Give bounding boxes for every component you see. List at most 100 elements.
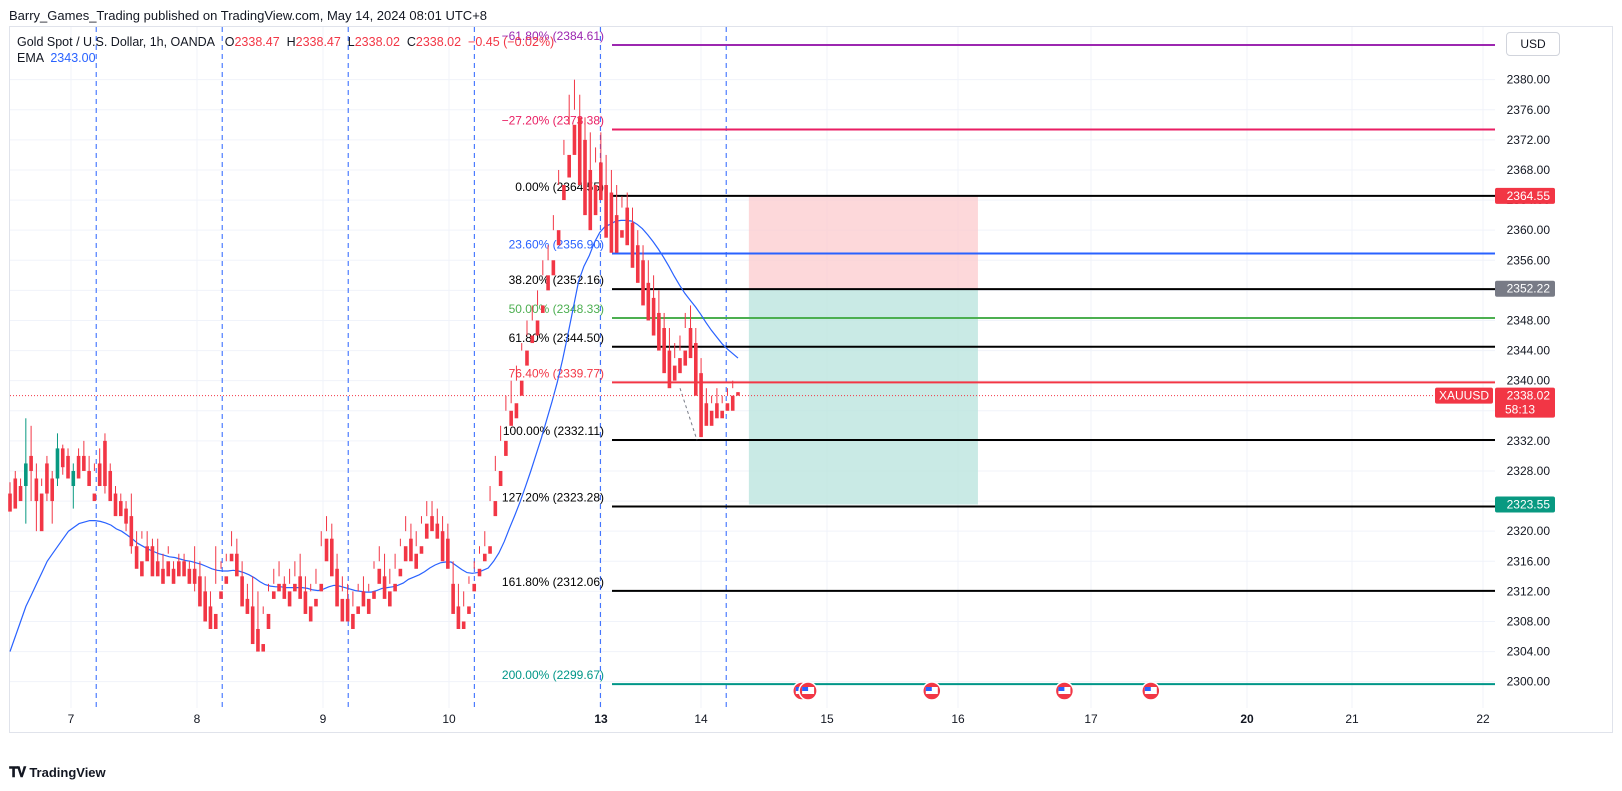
candle-body [572,124,577,155]
candle-body [250,606,255,645]
price-tick-label: 2372.00 [1507,133,1551,147]
time-tick-label: 22 [1476,712,1490,726]
candle-body [672,365,677,381]
price-label-box [1495,496,1555,513]
candle-body [372,591,376,599]
candle-body [504,440,508,456]
candle-body [414,553,419,569]
candle-body [103,440,107,487]
candle-body [87,470,91,487]
fib-level-label: 200.00% (2299.67) [502,668,604,682]
candle-body [361,591,366,607]
price-label-box [1495,187,1555,204]
fib-level-label: 38.20% (2352.16) [509,273,604,287]
candle-body [535,320,540,336]
candle-body [18,486,23,502]
candle-body [567,154,571,178]
candle-body [620,230,624,238]
candle-body [562,185,566,201]
ohlc-close-label: C [406,35,416,49]
tradingview-logo[interactable]: 𝐓𝐕 TradingView [9,764,106,781]
candle-body [198,576,202,607]
candle-body [229,553,234,562]
candle-body [8,493,12,512]
candle-body [482,553,487,562]
candle-body [509,410,513,426]
event-icon-canton [802,687,809,691]
candle-body [525,350,529,366]
candle-body [182,561,186,577]
candle-body [271,591,276,599]
us-flag-event-icon[interactable] [922,681,942,701]
candle-body [657,312,661,351]
candle-body [514,403,519,419]
candle-body [192,568,197,584]
candle-body [92,493,97,502]
time-axis: 7 8 9 10 13 14 15 16 17 20 21 22 [68,712,1490,726]
ema-indicator [9,219,739,652]
candle-body [240,576,244,607]
candle-body [409,538,413,562]
candle-body [403,546,408,562]
candle-body [477,568,482,577]
candle-body [155,561,160,577]
price-tick-label: 2316.00 [1507,554,1551,568]
candle-body [699,373,703,438]
price-tick-label: 2356.00 [1507,253,1551,267]
current-price-box [1495,387,1555,418]
price-label-text: 2323.55 [1507,497,1551,511]
fib-level-label: 50.00% (2348.33) [509,302,604,316]
candle-body [366,598,371,614]
candle-body [319,583,324,592]
candle-body [451,583,455,614]
candle-body [461,621,466,629]
time-tick-label: 20 [1240,712,1254,726]
chart-area[interactable] [9,26,1613,733]
us-flag-event-icon[interactable] [1141,681,1161,701]
candle-body [688,327,693,359]
candle-body [678,358,682,374]
candle-body [118,501,123,517]
candle-body [599,162,603,201]
symbol-tag-box [1435,387,1493,404]
candle-body [382,576,387,599]
price-tick-label: 2312.00 [1507,584,1551,598]
time-tick-label: 17 [1084,712,1098,726]
fib-level-label: 161.80% (2312.06) [502,575,604,589]
candle-body [377,568,382,584]
time-tick-label: 14 [694,712,708,726]
publish-attribution: Barry_Games_Trading published on Trading… [9,8,488,23]
candle-body [398,568,403,577]
candle-body [446,538,450,569]
fib-level-label: 23.60% (2356.90) [509,237,604,251]
candle-body [519,380,524,396]
event-icon-canton [1058,687,1065,691]
candle-body [24,463,28,487]
candle-body [287,591,292,607]
us-flag-event-icon[interactable] [1054,681,1075,701]
candle-body [604,185,608,238]
candle-body [430,516,434,532]
candle-body [50,478,55,502]
symbol-title[interactable]: Gold Spot / U.S. Dollar, 1h, OANDA [17,35,215,49]
candle-body [715,403,719,419]
currency-selector[interactable]: USD [1506,32,1560,56]
candle-body [256,628,260,652]
event-icon-canton [925,687,932,691]
candle-body [351,613,355,629]
candle-body [261,644,266,652]
price-label-box [1495,280,1555,297]
ema-label[interactable]: EMA [17,51,44,65]
fib-level-label: 100.00% (2332.11) [503,424,604,438]
candle-body [277,583,281,592]
candle-body [124,508,128,524]
candle-body [472,583,477,592]
candle-body [293,583,297,592]
us-flag-event-icon[interactable] [798,681,818,701]
candle-body [541,305,545,313]
ohlc-low: 2338.02 [354,35,400,49]
short-position-tool [748,195,978,505]
candle-body [97,463,102,487]
candle-body [493,501,498,517]
